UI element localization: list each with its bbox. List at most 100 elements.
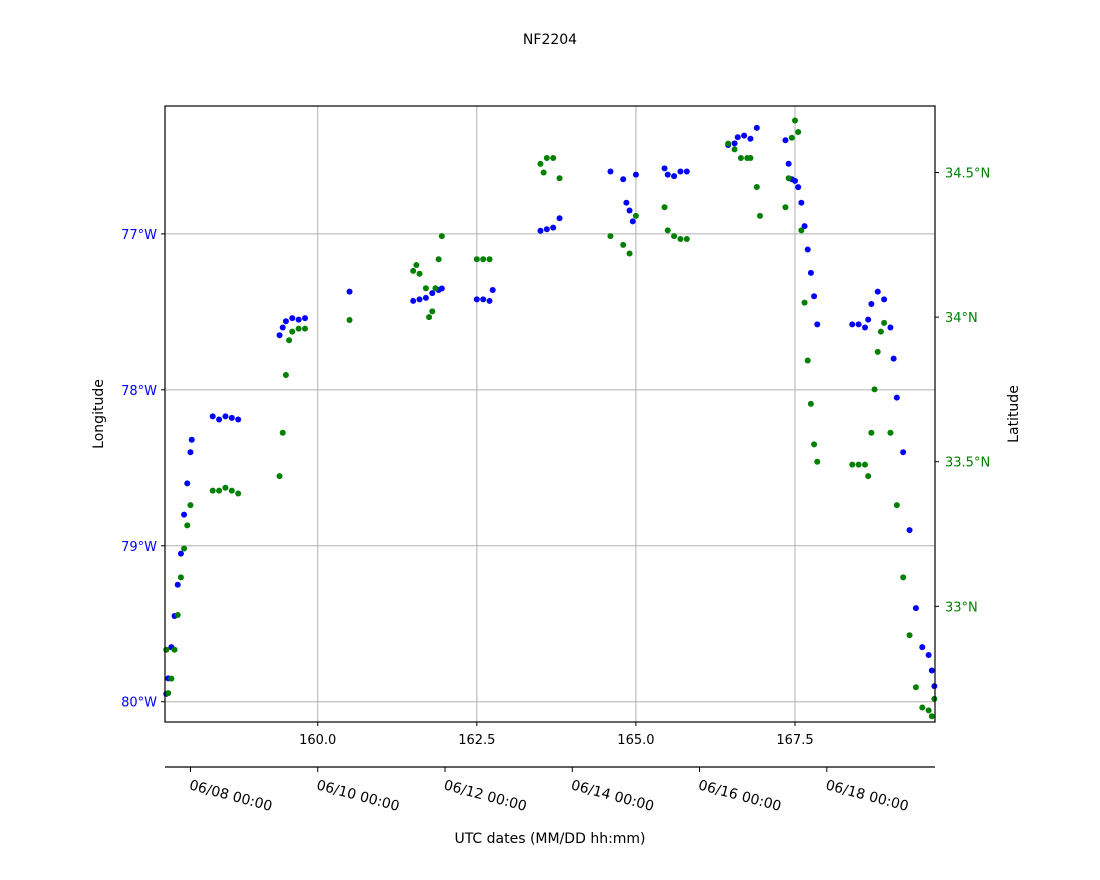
longitude-point bbox=[881, 296, 888, 303]
x-tick-label: 167.5 bbox=[776, 733, 813, 748]
longitude-point bbox=[543, 226, 550, 233]
latitude-point bbox=[556, 175, 563, 182]
latitude-point bbox=[473, 256, 480, 263]
latitude-point bbox=[174, 611, 181, 618]
date-tick-label: 06/18 00:00 bbox=[824, 777, 910, 814]
x-axis-ticks: 160.0 162.5 165.0 167.5 bbox=[299, 722, 814, 748]
longitude-point bbox=[798, 199, 805, 206]
longitude-point bbox=[925, 651, 932, 658]
latitude-point bbox=[731, 146, 738, 153]
longitude-point bbox=[928, 667, 935, 674]
longitude-point bbox=[931, 683, 938, 690]
latitude-point bbox=[282, 371, 289, 378]
longitude-point bbox=[429, 290, 436, 297]
latitude-point bbox=[302, 325, 308, 332]
latitude-point bbox=[550, 155, 557, 162]
x-tick-label: 165.0 bbox=[617, 733, 654, 748]
longitude-point bbox=[912, 605, 919, 612]
latitude-point bbox=[435, 256, 442, 263]
latitude-point bbox=[228, 487, 235, 494]
longitude-point bbox=[188, 436, 195, 443]
date-tick-label: 06/10 00:00 bbox=[315, 777, 401, 814]
date-tick-label: 06/14 00:00 bbox=[569, 777, 655, 814]
longitude-point bbox=[753, 124, 760, 131]
longitude-point bbox=[741, 132, 748, 139]
latitude-point bbox=[928, 713, 935, 720]
latitude-point bbox=[432, 285, 439, 292]
longitude-point bbox=[874, 288, 881, 295]
longitude-point bbox=[795, 184, 802, 191]
latitude-point bbox=[543, 155, 550, 162]
longitude-point bbox=[906, 527, 913, 534]
latitude-point bbox=[757, 212, 763, 219]
longitude-point bbox=[623, 199, 630, 206]
longitude-point bbox=[346, 288, 353, 295]
latitude-point bbox=[900, 574, 907, 581]
latitude-point bbox=[171, 646, 178, 653]
latitude-point bbox=[788, 134, 795, 141]
longitude-point bbox=[811, 293, 818, 300]
longitude-point bbox=[537, 227, 544, 234]
latitude-point bbox=[165, 690, 172, 697]
latitude-point bbox=[540, 169, 547, 176]
latitude-point bbox=[184, 522, 191, 529]
longitude-point bbox=[862, 324, 868, 331]
longitude-point bbox=[473, 296, 480, 303]
longitude-point bbox=[807, 269, 814, 276]
longitude-point bbox=[438, 285, 445, 292]
latitude-point bbox=[725, 140, 732, 147]
latitude-point bbox=[807, 400, 814, 407]
latitude-point bbox=[811, 441, 818, 448]
longitude-series bbox=[163, 124, 938, 697]
date-tick-label: 06/08 00:00 bbox=[187, 777, 273, 814]
x-tick-label: 162.5 bbox=[458, 733, 495, 748]
left-tick-label: 78°W bbox=[121, 384, 157, 399]
latitude-point bbox=[416, 270, 423, 277]
longitude-point bbox=[900, 449, 907, 456]
latitude-point bbox=[410, 267, 417, 274]
date-tick-label: 06/12 00:00 bbox=[442, 777, 528, 814]
latitude-point bbox=[683, 236, 690, 243]
longitude-point bbox=[174, 581, 181, 588]
latitude-point bbox=[893, 502, 900, 509]
latitude-point bbox=[792, 117, 798, 124]
longitude-point bbox=[629, 218, 636, 225]
latitude-point bbox=[279, 429, 286, 436]
longitude-point bbox=[814, 321, 821, 328]
latitude-point bbox=[747, 155, 754, 162]
longitude-point bbox=[855, 321, 862, 328]
latitude-point bbox=[289, 328, 296, 335]
latitude-point bbox=[422, 285, 429, 292]
longitude-point bbox=[677, 168, 684, 175]
latitude-point bbox=[626, 250, 633, 257]
latitude-point bbox=[925, 707, 932, 714]
plot-frame bbox=[164, 105, 936, 723]
longitude-point bbox=[289, 315, 296, 322]
left-tick-label: 79°W bbox=[121, 540, 157, 555]
left-axis-ticks: 77°W 78°W 79°W 80°W bbox=[121, 228, 165, 711]
latitude-point bbox=[849, 461, 856, 468]
longitude-point bbox=[416, 296, 423, 303]
longitude-point bbox=[785, 160, 792, 167]
right-tick-label: 33.5°N bbox=[945, 456, 990, 471]
latitude-point bbox=[346, 317, 353, 324]
longitude-point bbox=[216, 416, 223, 423]
latitude-point bbox=[480, 256, 487, 263]
longitude-point bbox=[410, 297, 417, 304]
latitude-point bbox=[801, 299, 808, 306]
latitude-point bbox=[181, 545, 188, 552]
longitude-point bbox=[804, 246, 811, 253]
latitude-point bbox=[865, 473, 872, 480]
latitude-point bbox=[795, 129, 802, 136]
longitude-point bbox=[632, 171, 639, 178]
latitude-point bbox=[919, 704, 926, 711]
latitude-point bbox=[286, 337, 293, 344]
longitude-point bbox=[620, 176, 627, 183]
latitude-point bbox=[222, 484, 229, 491]
latitude-point bbox=[906, 632, 913, 639]
longitude-point bbox=[235, 416, 242, 423]
right-axis-label: Latitude bbox=[1006, 385, 1022, 443]
latitude-point bbox=[753, 183, 760, 190]
longitude-point bbox=[489, 287, 496, 294]
longitude-point bbox=[890, 355, 897, 362]
